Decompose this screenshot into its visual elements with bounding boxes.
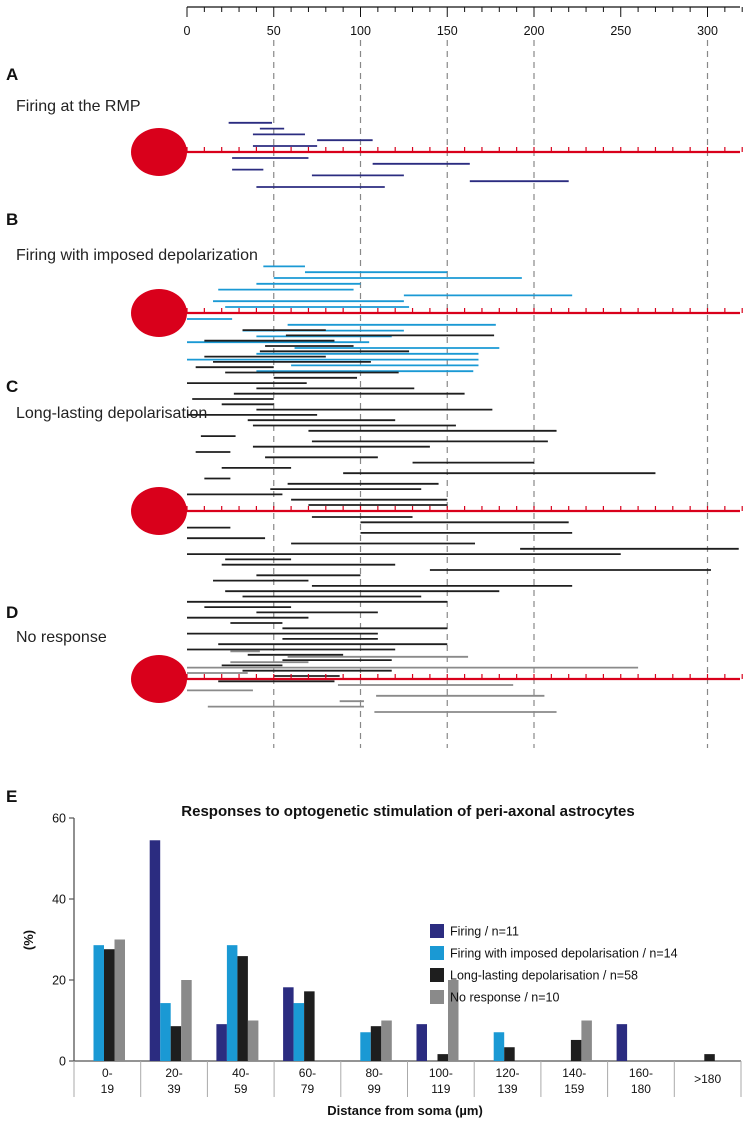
- legend-entry: Firing with imposed depolarisation / n=1…: [450, 947, 678, 961]
- distance-scale-axis: 0 50 100 150 200 250 300: [184, 6, 743, 38]
- histogram-bar: [181, 980, 192, 1061]
- histogram-bar: [704, 1054, 715, 1061]
- panel-title: Firing with imposed depolarization: [16, 247, 258, 264]
- histogram-bar: [170, 1026, 182, 1061]
- x-axis-label: Distance from soma (µm): [327, 1103, 483, 1118]
- histogram-bar: [504, 1047, 515, 1061]
- panel-title: Firing at the RMP: [16, 98, 140, 115]
- legend-entry: Long-lasting depolarisation / n=58: [450, 969, 638, 983]
- panel-d: D No response: [6, 603, 743, 713]
- x-tick-label: >180: [694, 1072, 721, 1086]
- scale-tick-label: 250: [610, 24, 631, 38]
- histogram-bar: [616, 1024, 628, 1061]
- histogram-bar: [104, 949, 115, 1061]
- histogram-bar: [416, 1024, 427, 1061]
- histogram-bars: [93, 840, 715, 1061]
- x-tick-label: 120-139: [496, 1066, 520, 1096]
- panel-a: A Firing at the RMP: [6, 65, 743, 188]
- histogram-bar: [581, 1020, 592, 1061]
- panel-letter: E: [6, 787, 17, 806]
- y-axis-label: (%): [21, 930, 36, 950]
- legend-entry: Firing / n=11: [450, 925, 519, 939]
- x-tick-label: 0-19: [101, 1066, 115, 1096]
- histogram-bar: [448, 980, 459, 1061]
- legend-swatch: [430, 924, 444, 938]
- histogram-bar: [370, 1026, 382, 1061]
- x-tick-label: 40-59: [232, 1066, 249, 1096]
- histogram-bar: [283, 987, 294, 1061]
- soma-icon: [131, 289, 187, 337]
- y-tick-label: 60: [52, 812, 66, 826]
- legend: Firing / n=11 Firing with imposed depolar…: [430, 924, 678, 1005]
- legend-swatch: [430, 946, 444, 960]
- legend-swatch: [430, 968, 444, 982]
- histogram-bar: [437, 1054, 448, 1061]
- histogram-axes: 0 20 40 60 0-19 20-39 40-59 60-79 80-99 100-119 12…: [52, 812, 742, 1097]
- y-tick-label: 0: [59, 1055, 66, 1069]
- legend-entry: No response / n=10: [450, 991, 559, 1005]
- y-tick-label: 40: [52, 893, 66, 907]
- scale-tick-label: 150: [437, 24, 458, 38]
- panel-letter: B: [6, 210, 18, 229]
- scale-tick-label: 0: [184, 24, 191, 38]
- x-tick-label: 100-119: [429, 1066, 453, 1096]
- panel-letter: D: [6, 603, 18, 622]
- histogram-bar: [493, 1032, 505, 1061]
- histogram-bar: [93, 945, 104, 1061]
- histogram-bar: [114, 939, 125, 1061]
- histogram-bar: [570, 1039, 582, 1061]
- histogram-bar: [216, 1024, 227, 1061]
- histogram-bar: [381, 1020, 392, 1061]
- legend-swatch: [430, 990, 444, 1004]
- histogram-bar: [360, 1032, 371, 1061]
- histogram-bar: [149, 840, 161, 1061]
- histogram-bar: [160, 1003, 171, 1061]
- panel-letter: C: [6, 377, 18, 396]
- histogram-bar: [304, 991, 315, 1061]
- histogram-bar: [226, 945, 238, 1061]
- panel-title: Long-lasting depolarisation: [16, 405, 207, 422]
- x-tick-label: 140-159: [562, 1066, 586, 1096]
- panel-c: C Long-lasting depolarisation: [6, 329, 743, 683]
- scale-tick-label: 200: [524, 24, 545, 38]
- scale-tick-label: 50: [267, 24, 281, 38]
- scale-tick-label: 300: [697, 24, 718, 38]
- soma-icon: [131, 655, 187, 703]
- panel-title: No response: [16, 629, 107, 646]
- x-tick-label: 60-79: [299, 1066, 316, 1096]
- panel-b: B Firing with imposed depolarization: [6, 210, 743, 373]
- histogram-bar: [293, 1003, 305, 1061]
- soma-icon: [131, 128, 187, 176]
- histogram-bar: [237, 956, 248, 1061]
- histogram-bar: [247, 1020, 259, 1061]
- x-tick-label: 20-39: [165, 1066, 182, 1096]
- panel-letter: A: [6, 65, 18, 84]
- x-tick-label: 80-99: [365, 1066, 382, 1096]
- panel-e-histogram: E Responses to optogenetic stimulation o…: [6, 787, 742, 1118]
- scale-tick-label: 100: [350, 24, 371, 38]
- y-tick-label: 20: [52, 974, 66, 988]
- x-tick-label: 160-180: [629, 1066, 653, 1096]
- soma-icon: [131, 487, 187, 535]
- chart-title: Responses to optogenetic stimulation of …: [181, 803, 634, 820]
